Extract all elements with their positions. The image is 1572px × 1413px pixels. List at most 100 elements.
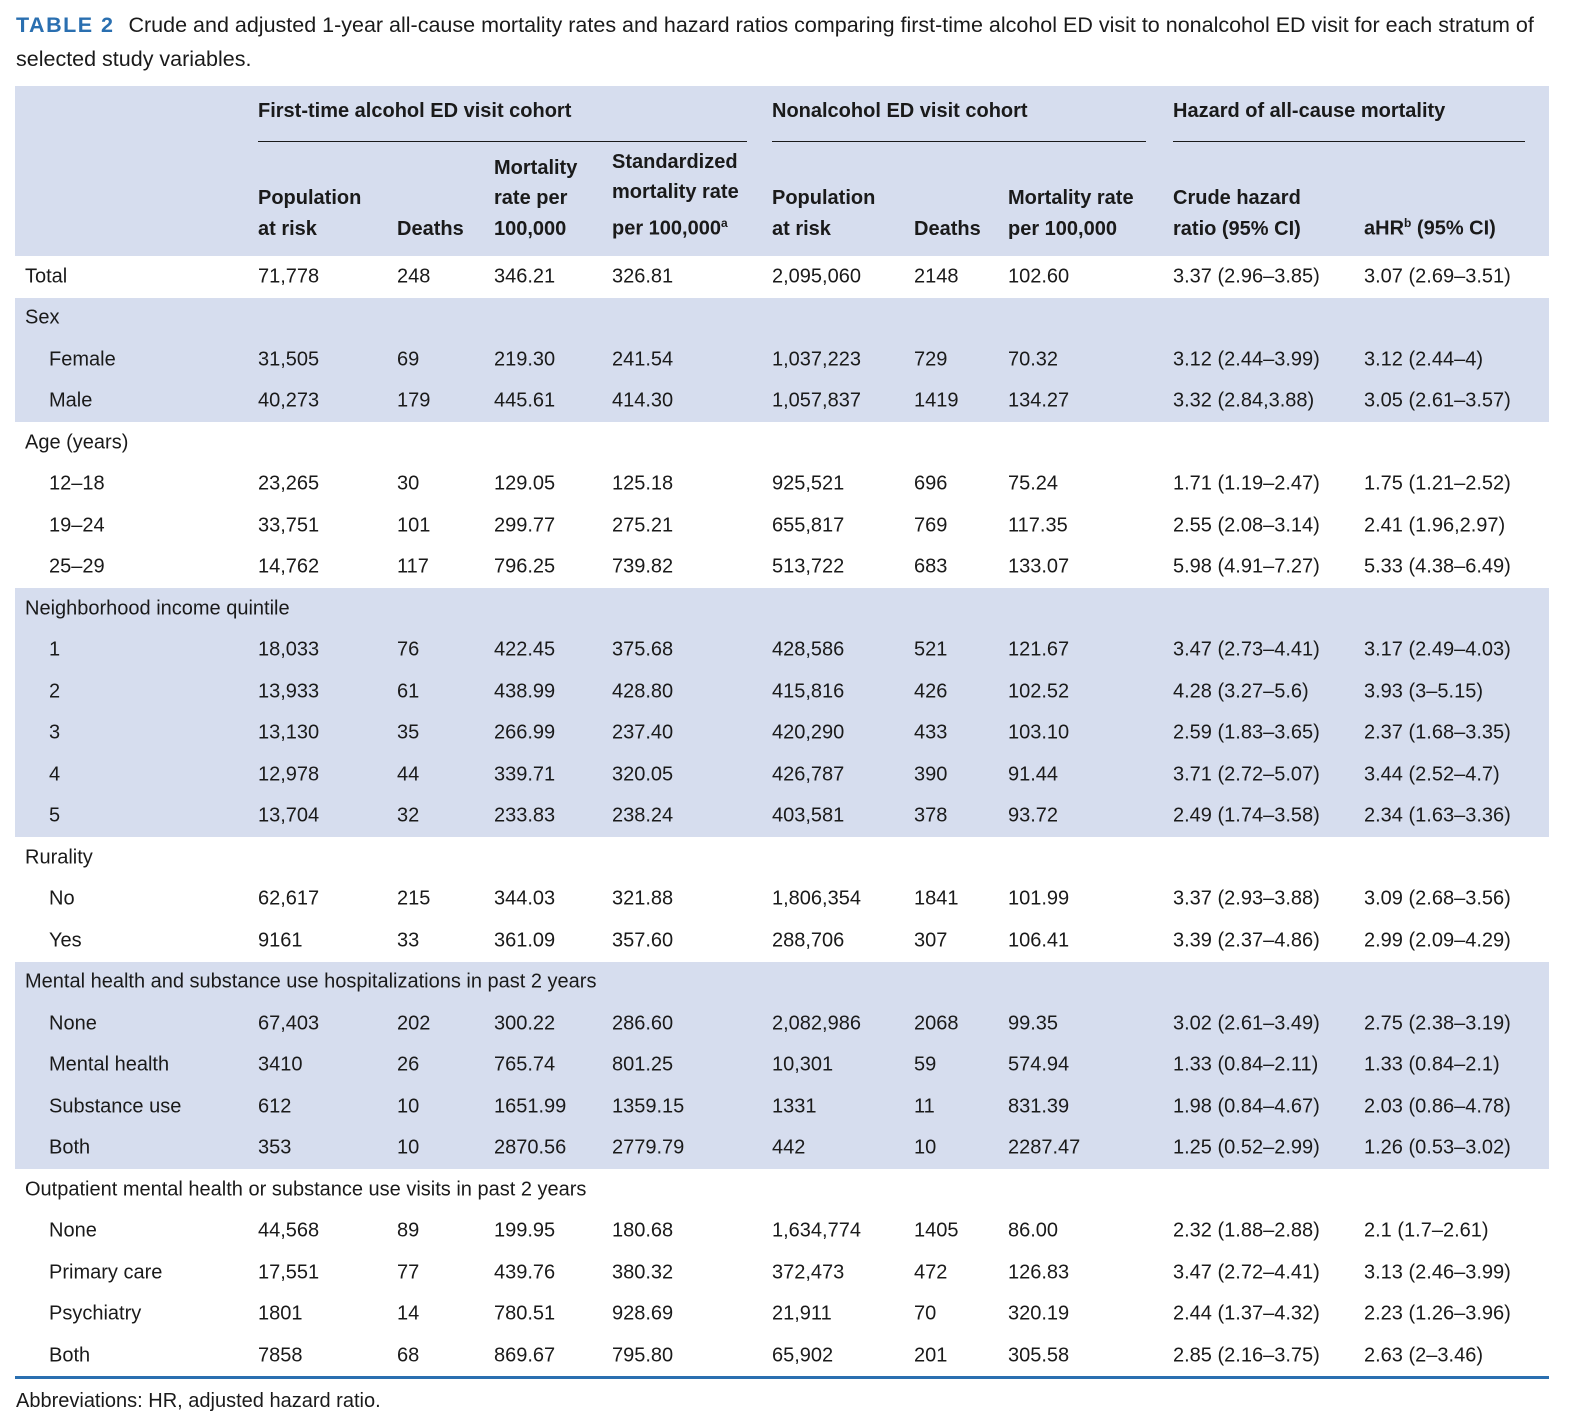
table-cell: 2.75 (2.38–3.19) bbox=[1364, 1012, 1511, 1035]
table-row: Psychiatry 1801 14 780.51 928.69 21,911 70 320.… bbox=[15, 1294, 1549, 1336]
table-cell: 117 bbox=[397, 555, 429, 578]
table-cell: 925,521 bbox=[772, 472, 845, 495]
table-cell: 13,933 bbox=[258, 680, 320, 703]
table-cell: 433 bbox=[914, 721, 948, 744]
table-cell: 180.68 bbox=[612, 1219, 674, 1242]
table-cell: 219.30 bbox=[494, 348, 556, 371]
table-row: None 44,568 89 199.95 180.68 1,634,774 1405 86.… bbox=[15, 1211, 1549, 1253]
table-cell: 353 bbox=[258, 1136, 292, 1159]
table-section-row: Mental health and substance use hospital… bbox=[15, 961, 1549, 1003]
table-cell: 3.17 (2.49–4.03) bbox=[1364, 638, 1511, 661]
table-cell: 439.76 bbox=[494, 1261, 556, 1284]
table-cell: 4.28 (3.27–5.6) bbox=[1173, 680, 1309, 703]
table-cell: 1.26 (0.53–3.02) bbox=[1364, 1136, 1511, 1159]
table-cell: 68 bbox=[397, 1344, 420, 1367]
table-row: 5 13,704 32 233.83 238.24 403,581 378 93.72 2.49… bbox=[15, 795, 1549, 837]
table-cell: 103.10 bbox=[1008, 721, 1070, 744]
group-rule-nonalcohol bbox=[772, 141, 1146, 142]
table-cell: 765.74 bbox=[494, 1053, 556, 1076]
row-label: Both bbox=[49, 1344, 91, 1367]
table-header: First-time alcohol ED visit cohort Nonal… bbox=[15, 86, 1549, 256]
table-cell: 696 bbox=[914, 472, 948, 495]
table-row: 19–24 33,751 101 299.77 275.21 655,817 769 117.… bbox=[15, 505, 1549, 547]
table-cell: 428,586 bbox=[772, 638, 845, 661]
table-cell: 33,751 bbox=[258, 514, 320, 537]
table-cell: 438.99 bbox=[494, 680, 556, 703]
table-cell: 801.25 bbox=[612, 1053, 674, 1076]
table-cell: 357.60 bbox=[612, 929, 674, 952]
col-mortality-rate-nonalcohol: Mortality rate per 100,000 bbox=[1008, 187, 1134, 240]
row-label: None bbox=[49, 1219, 97, 1242]
table-cell: 2.55 (2.08–3.14) bbox=[1173, 514, 1320, 537]
table-cell: 10 bbox=[914, 1136, 937, 1159]
table-cell: 241.54 bbox=[612, 348, 674, 371]
table-cell: 307 bbox=[914, 929, 948, 952]
table-row: 25–29 14,762 117 796.25 739.82 513,722 683 133.… bbox=[15, 547, 1549, 589]
table-cell: 3.32 (2.84,3.88) bbox=[1173, 389, 1315, 412]
table-cell: 62,617 bbox=[258, 887, 320, 910]
table-cell: 442 bbox=[772, 1136, 806, 1159]
table-cell: 3.71 (2.72–5.07) bbox=[1173, 763, 1320, 786]
table-cell: 2.32 (1.88–2.88) bbox=[1173, 1219, 1320, 1242]
table-row: Primary care 17,551 77 439.76 380.32 372,473 4… bbox=[15, 1252, 1549, 1294]
table-cell: 70.32 bbox=[1008, 348, 1059, 371]
table-cell: 199.95 bbox=[494, 1219, 556, 1242]
table-section-row: Sex bbox=[15, 297, 1549, 339]
table-cell: 3.37 (2.93–3.88) bbox=[1173, 887, 1320, 910]
table-cell: 31,505 bbox=[258, 348, 320, 371]
section-label: Age (years) bbox=[25, 431, 129, 454]
row-label: Male bbox=[49, 389, 93, 412]
row-label: 2 bbox=[49, 680, 61, 703]
table-cell: 9161 bbox=[258, 929, 303, 952]
table-cell: 67,403 bbox=[258, 1012, 320, 1035]
table-cell: 2.85 (2.16–3.75) bbox=[1173, 1344, 1320, 1367]
table-row: Mental health 3410 26 765.74 801.25 10,301 59 5… bbox=[15, 1044, 1549, 1086]
row-label: Psychiatry bbox=[49, 1302, 142, 1325]
table-cell: 14 bbox=[397, 1302, 420, 1325]
table-row: Both 7858 68 869.67 795.80 65,902 201 305.58 2.8… bbox=[15, 1335, 1549, 1377]
table-cell: 339.71 bbox=[494, 763, 556, 786]
col-deaths-alcohol: Deaths bbox=[397, 217, 464, 240]
table-section-row: Age (years) bbox=[15, 422, 1549, 464]
group-alcohol-cohort: First-time alcohol ED visit cohort bbox=[258, 100, 572, 122]
table-cell: 26 bbox=[397, 1053, 420, 1076]
table-cell: 3.47 (2.72–4.41) bbox=[1173, 1261, 1320, 1284]
table-cell: 2.34 (1.63–3.36) bbox=[1364, 804, 1511, 827]
table-section-row: Rurality bbox=[15, 837, 1549, 879]
table-cell: 35 bbox=[397, 721, 420, 744]
table-cell: 3.37 (2.96–3.85) bbox=[1173, 265, 1320, 288]
table-cell: 71,778 bbox=[258, 265, 320, 288]
table-cell: 1405 bbox=[914, 1219, 959, 1242]
table-row: 4 12,978 44 339.71 320.05 426,787 390 91.44 3.71… bbox=[15, 754, 1549, 796]
table-cell: 420,290 bbox=[772, 721, 845, 744]
col-mortality-rate-alcohol: Mortality rate per 100,000 bbox=[494, 156, 578, 240]
table-cell: 13,704 bbox=[258, 804, 320, 827]
table-cell: 513,722 bbox=[772, 555, 845, 578]
table-cell: 44 bbox=[397, 763, 420, 786]
table-cell: 2.1 (1.7–2.61) bbox=[1364, 1219, 1489, 1242]
table-row: Female 31,505 69 219.30 241.54 1,037,223 729 70… bbox=[15, 339, 1549, 381]
table-cell: 69 bbox=[397, 348, 420, 371]
table-cell: 655,817 bbox=[772, 514, 845, 537]
table-cell: 1841 bbox=[914, 887, 959, 910]
table-cell: 2.59 (1.83–3.65) bbox=[1173, 721, 1320, 744]
table-cell: 2.03 (0.86–4.78) bbox=[1364, 1095, 1511, 1118]
table-cell: 101 bbox=[397, 514, 431, 537]
row-label: None bbox=[49, 1012, 97, 1035]
table-cell: 1,057,837 bbox=[772, 389, 861, 412]
table-cell: 361.09 bbox=[494, 929, 556, 952]
group-rule-hazard bbox=[1173, 141, 1525, 142]
table-cell: 266.99 bbox=[494, 721, 556, 744]
table-cell: 61 bbox=[397, 680, 420, 703]
table-cell: 2,082,986 bbox=[772, 1012, 861, 1035]
table-row: 2 13,933 61 438.99 428.80 415,816 426 102.52 4.2… bbox=[15, 671, 1549, 713]
table-cell: 1651.99 bbox=[494, 1095, 567, 1118]
table-cell: 380.32 bbox=[612, 1261, 674, 1284]
group-rule-alcohol bbox=[258, 141, 747, 142]
table-cell: 390 bbox=[914, 763, 948, 786]
col-standardized-rate: Standardized mortality rate per 100,000a bbox=[612, 150, 739, 240]
table-cell: 7858 bbox=[258, 1344, 303, 1367]
table-cell: 1.25 (0.52–2.99) bbox=[1173, 1136, 1320, 1159]
table-cell: 40,273 bbox=[258, 389, 320, 412]
col-population-alcohol: Population at risk bbox=[258, 187, 362, 240]
